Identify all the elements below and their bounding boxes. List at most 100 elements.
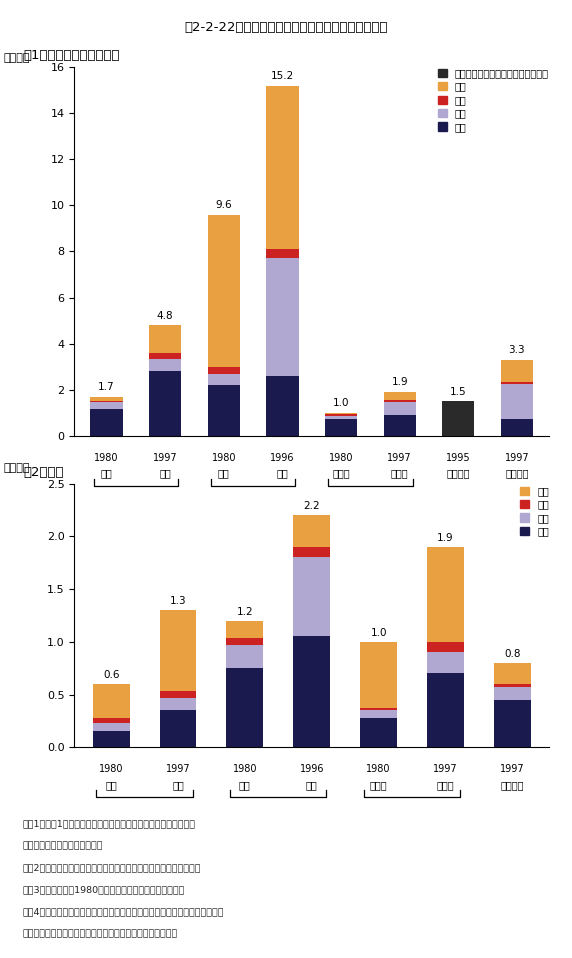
Bar xyxy=(500,384,533,419)
Text: 1995: 1995 xyxy=(446,453,471,463)
Legend: 理学・工学・農学（フランスのみ）, 保健, 農学, 工学, 理学: 理学・工学・農学（フランスのみ）, 保健, 農学, 工学, 理学 xyxy=(438,68,549,132)
Bar xyxy=(384,415,416,436)
Bar xyxy=(149,326,181,353)
Text: 第2-2-22図　主要国の学位取得者数（自然科学系）: 第2-2-22図 主要国の学位取得者数（自然科学系） xyxy=(184,21,388,34)
Bar xyxy=(494,699,531,747)
Text: 3．　ドイツの1980年度は旧西ドイツのものである。: 3． ドイツの1980年度は旧西ドイツのものである。 xyxy=(23,885,185,894)
Bar xyxy=(360,708,397,711)
Text: 米国: 米国 xyxy=(218,468,230,478)
Bar xyxy=(90,397,123,401)
Bar xyxy=(494,663,531,684)
Text: 資料：文部科学省「教育指標の国際比較（平成３１年版）」: 資料：文部科学省「教育指標の国際比較（平成３１年版）」 xyxy=(23,929,178,938)
Text: 1997: 1997 xyxy=(505,453,529,463)
Bar xyxy=(427,652,464,673)
Bar xyxy=(149,353,181,358)
Bar xyxy=(500,381,533,384)
Text: ドイツ: ドイツ xyxy=(370,780,387,789)
Bar xyxy=(93,718,129,723)
Text: 日本: 日本 xyxy=(105,780,117,789)
Text: 米国: 米国 xyxy=(239,780,251,789)
Bar xyxy=(267,249,299,259)
Bar xyxy=(325,413,357,415)
Text: 2.2: 2.2 xyxy=(303,501,320,512)
Bar xyxy=(227,669,263,747)
Bar xyxy=(325,419,357,436)
Bar xyxy=(293,547,330,557)
Text: 1980: 1980 xyxy=(99,764,124,774)
Bar xyxy=(93,732,129,747)
Text: イギリス: イギリス xyxy=(505,468,529,478)
Text: 1997: 1997 xyxy=(433,764,458,774)
Text: 1.3: 1.3 xyxy=(170,596,186,606)
Text: 1996: 1996 xyxy=(270,453,295,463)
Bar xyxy=(360,642,397,708)
Text: 2．　米国の医・歯・薬・保健には、第一職業専門学位を含む。: 2． 米国の医・歯・薬・保健には、第一職業専門学位を含む。 xyxy=(23,863,201,872)
Text: 日本: 日本 xyxy=(101,468,113,478)
Text: イギリス: イギリス xyxy=(500,780,524,789)
Bar xyxy=(293,635,330,747)
Text: 1980: 1980 xyxy=(94,453,119,463)
Text: （2）博士: （2）博士 xyxy=(23,466,63,479)
Bar xyxy=(427,642,464,652)
Bar xyxy=(494,687,531,699)
Bar xyxy=(500,360,533,381)
Bar xyxy=(160,692,196,697)
Text: 1.7: 1.7 xyxy=(98,382,115,392)
Text: 1980: 1980 xyxy=(233,764,257,774)
Bar xyxy=(227,645,263,669)
Text: 1997: 1997 xyxy=(500,764,525,774)
Bar xyxy=(93,684,129,718)
Bar xyxy=(384,392,416,400)
Bar xyxy=(360,711,397,718)
Text: 1980: 1980 xyxy=(329,453,353,463)
Text: ドイツ: ドイツ xyxy=(391,468,408,478)
Bar xyxy=(208,367,240,374)
Text: 1997: 1997 xyxy=(387,453,412,463)
Bar xyxy=(293,557,330,635)
Text: 1980: 1980 xyxy=(212,453,236,463)
Text: 日本: 日本 xyxy=(160,468,171,478)
Bar xyxy=(93,723,129,732)
Text: 4．　フランスは、統計上、理学、工学、農学の区分がなされていない。: 4． フランスは、統計上、理学、工学、農学の区分がなされていない。 xyxy=(23,907,224,916)
Text: 3.3: 3.3 xyxy=(509,345,525,355)
Text: 1997: 1997 xyxy=(166,764,190,774)
Text: 1.2: 1.2 xyxy=(237,606,253,617)
Bar xyxy=(90,401,123,402)
Bar xyxy=(227,621,263,638)
Text: 1.9: 1.9 xyxy=(391,377,408,387)
Text: （万人）: （万人） xyxy=(3,464,30,473)
Bar xyxy=(384,402,416,415)
Text: 1.0: 1.0 xyxy=(370,627,387,638)
Bar xyxy=(208,215,240,367)
Text: 15.2: 15.2 xyxy=(271,71,294,80)
Text: 9.6: 9.6 xyxy=(216,200,232,210)
Bar xyxy=(442,401,474,436)
Text: 1.5: 1.5 xyxy=(450,387,467,397)
Bar xyxy=(208,374,240,385)
Bar xyxy=(208,385,240,436)
Text: 米国: 米国 xyxy=(306,780,317,789)
Bar xyxy=(427,547,464,642)
Text: 1980: 1980 xyxy=(366,764,391,774)
Text: （1）全体（大学院段階）: （1）全体（大学院段階） xyxy=(23,49,120,62)
Bar xyxy=(360,718,397,747)
Bar xyxy=(325,416,357,419)
Bar xyxy=(293,515,330,547)
Bar xyxy=(160,697,196,711)
Text: （万人）: （万人） xyxy=(3,54,30,63)
Text: 0.8: 0.8 xyxy=(504,649,521,659)
Text: ドイツ: ドイツ xyxy=(436,780,454,789)
Text: フランス: フランス xyxy=(447,468,470,478)
Bar xyxy=(384,400,416,402)
Text: 1.0: 1.0 xyxy=(333,399,349,408)
Text: 1996: 1996 xyxy=(300,764,324,774)
Text: 日本: 日本 xyxy=(172,780,184,789)
Text: 0.6: 0.6 xyxy=(103,670,120,680)
Bar xyxy=(160,711,196,747)
Bar xyxy=(325,415,357,416)
Text: 米国: 米国 xyxy=(276,468,288,478)
Text: ドイツ: ドイツ xyxy=(332,468,350,478)
Text: 1.9: 1.9 xyxy=(437,533,454,543)
Bar xyxy=(494,684,531,687)
Bar xyxy=(500,419,533,436)
